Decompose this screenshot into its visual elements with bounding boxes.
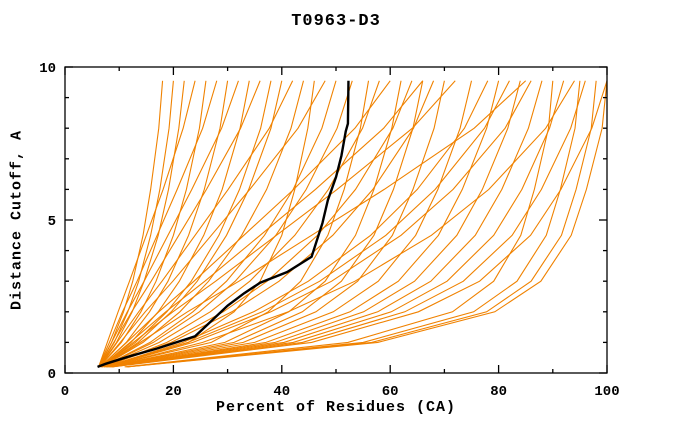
x-axis-label: Percent of Residues (CA) [215, 399, 457, 416]
ensemble-line [126, 80, 581, 368]
ensemble-line [109, 80, 500, 368]
ensemble-line [110, 80, 543, 368]
ensemble-line [107, 80, 445, 368]
ensemble-line [124, 80, 554, 368]
chart-title: T0963-D3 [291, 12, 381, 31]
highlight-line [97, 80, 350, 369]
ensemble-line [98, 80, 218, 368]
ensemble-line [112, 80, 586, 368]
ensemble-line [111, 80, 565, 368]
y-tick-label: 10 [39, 61, 56, 77]
ensemble-line [107, 80, 575, 368]
y-tick-label: 0 [48, 367, 56, 383]
ensemble-line [101, 80, 527, 368]
ensemble-line [102, 80, 380, 368]
x-tick-label: 40 [273, 384, 290, 400]
x-tick-label: 60 [382, 384, 399, 400]
x-tick-label: 0 [61, 384, 69, 400]
ensemble-line [109, 80, 521, 368]
ensemble-line [98, 80, 239, 368]
ensemble-line [98, 80, 185, 368]
ensemble-line [127, 80, 608, 368]
ensemble-line [100, 80, 456, 368]
ensemble-line [103, 80, 435, 368]
ensemble-line [101, 80, 283, 368]
ensemble-line [106, 80, 532, 368]
ensemble-line [100, 80, 424, 368]
x-tick-label: 80 [490, 384, 507, 400]
ensemble-line [99, 80, 294, 368]
ensemble-line [98, 80, 196, 368]
ensemble-line [102, 80, 353, 368]
ensemble-line [127, 80, 597, 368]
ensemble-line [105, 80, 370, 368]
ensemble-line [107, 80, 424, 368]
y-axis-label: Distance Cutoff, A [8, 129, 26, 311]
x-tick-label: 20 [165, 384, 182, 400]
ensemble-line [103, 80, 413, 368]
ensemble-line [105, 80, 510, 368]
y-tick-label: 5 [48, 214, 56, 230]
ensemble-line [99, 80, 326, 368]
ensemble-line [112, 80, 608, 368]
x-tick-label: 100 [594, 384, 619, 400]
ensemble-line [98, 80, 261, 368]
